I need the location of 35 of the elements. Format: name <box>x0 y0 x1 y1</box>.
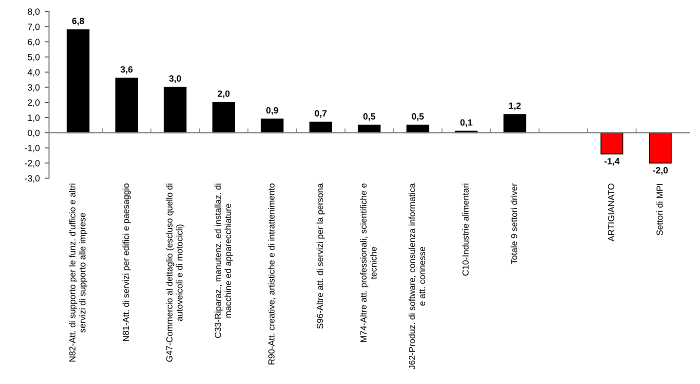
y-tick-label: 6,0 <box>28 38 40 46</box>
y-tick-label: 7,0 <box>28 24 40 32</box>
x-tick-label: M74-Altre att. professionali, scientifiche e tecniche <box>360 184 377 342</box>
y-tick-label: -1,0 <box>24 144 40 152</box>
y-tick-label: 0,0 <box>28 130 40 138</box>
data-label: 3,0 <box>169 75 182 84</box>
x-tick-label: N82-Att. di supporto per le funz. d'ufficio e altri servizi di supporto alle imprese <box>69 184 88 362</box>
y-tick-label: 2,0 <box>28 99 40 107</box>
data-label: 0,5 <box>412 113 424 121</box>
data-label: 1,2 <box>509 102 521 110</box>
data-label: 0,5 <box>363 113 376 121</box>
data-label: -2,0 <box>652 167 668 175</box>
x-tick-label: R90-Att. creative, artistiche e di intrattenimento <box>268 184 276 364</box>
y-tick-label: 8,0 <box>28 8 40 16</box>
data-label: 0,9 <box>266 107 278 115</box>
y-tick-label: -3,0 <box>24 175 40 183</box>
x-tick-label: Totale 9 settori driver <box>510 183 518 264</box>
data-label: 6,8 <box>72 18 84 26</box>
x-tick-label: Settori di MPI <box>656 184 663 236</box>
data-label: 0,7 <box>314 110 327 118</box>
x-tick-label: N81-Att. di servizi per edifici e paesaggio <box>122 184 131 341</box>
x-tick-label: C10-Industrie alimentari <box>462 184 469 276</box>
y-tick-label: 5,0 <box>28 54 40 62</box>
data-label: 0,1 <box>460 119 472 127</box>
y-tick-label: -2,0 <box>24 160 40 168</box>
x-tick-label: S96-Altre att. di servizi per la persona <box>316 183 325 329</box>
data-label: 3,6 <box>120 66 133 74</box>
x-tick-label: G47-Commercio al dettaglio (escluso quello di autoveicoli e di motocicli) <box>166 184 184 362</box>
x-tick-label: ARTIGIANATO <box>608 184 614 242</box>
data-label: 2,0 <box>218 90 230 98</box>
data-label: -1,4 <box>604 158 620 166</box>
y-tick-label: 4,0 <box>28 69 40 77</box>
y-tick-label: 3,0 <box>28 84 40 92</box>
y-tick-label: 1,0 <box>28 114 40 122</box>
x-tick-label: J62-Produz. di software, consulenza informatica e att. connesse <box>408 183 426 370</box>
